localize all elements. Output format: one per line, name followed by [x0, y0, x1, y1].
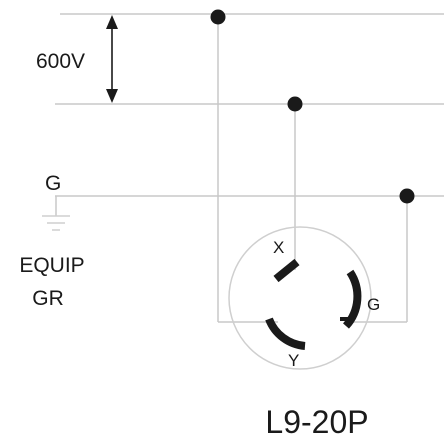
plug-model-label: L9-20P [265, 404, 368, 440]
blade-y [269, 319, 305, 346]
ground-line-label: G [45, 172, 61, 195]
junction-dot-ground [400, 189, 415, 204]
blade-x [276, 262, 297, 279]
voltage-label: 600V [36, 50, 85, 73]
terminal-g-label: G [367, 295, 380, 314]
equipment-ground-label-line2: GR [32, 287, 64, 310]
equipment-ground-label-line1: EQUIP [19, 254, 84, 277]
junction-dot-x [211, 10, 226, 25]
equipment-ground-symbol [42, 196, 70, 230]
voltage-arrow [106, 15, 118, 103]
terminal-x-label: X [273, 238, 284, 257]
terminal-y-label: Y [288, 351, 299, 370]
junction-dot-y [288, 97, 303, 112]
